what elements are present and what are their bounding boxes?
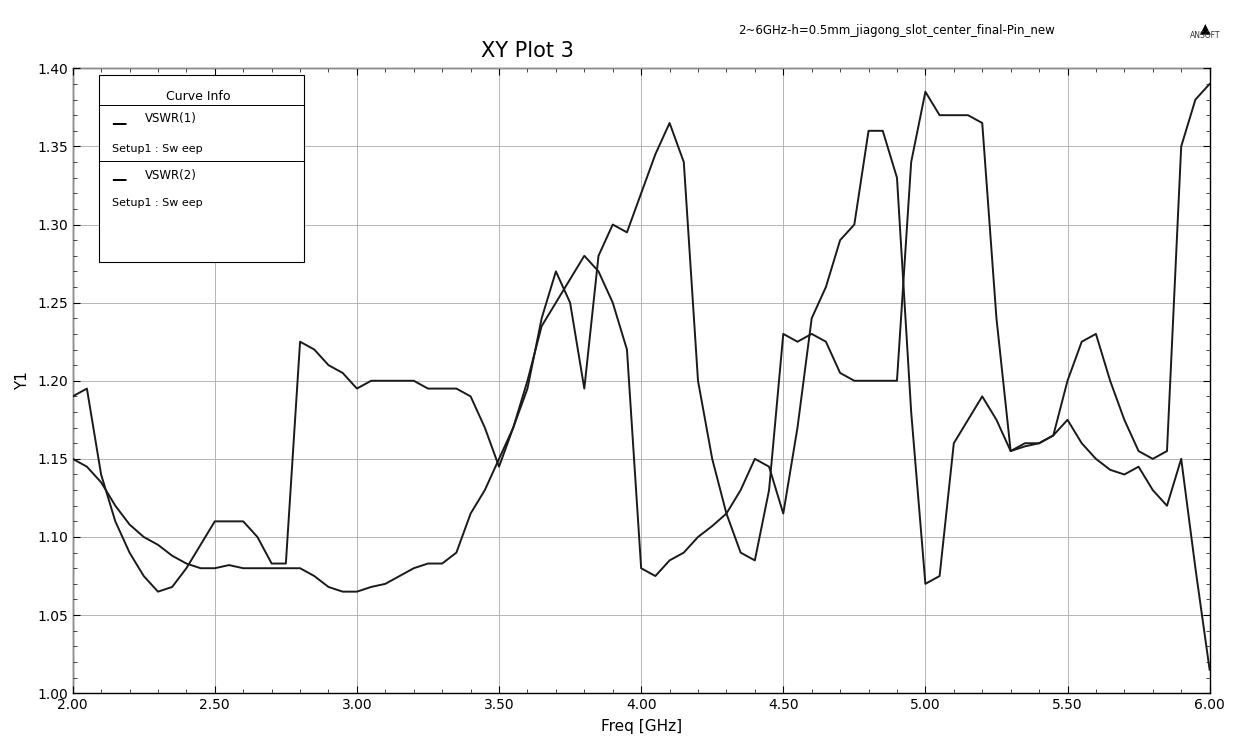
X-axis label: Freq [GHz]: Freq [GHz] xyxy=(600,719,682,734)
Text: —: — xyxy=(112,172,126,187)
Text: Setup1 : Sw eep: Setup1 : Sw eep xyxy=(112,144,202,154)
Text: ANSOFT: ANSOFT xyxy=(1190,31,1220,40)
Y-axis label: Y1: Y1 xyxy=(15,372,30,390)
Text: ▲: ▲ xyxy=(1200,21,1210,35)
Text: Curve Info: Curve Info xyxy=(166,90,231,103)
Text: VSWR(1): VSWR(1) xyxy=(145,112,197,125)
Title: XY Plot 3: XY Plot 3 xyxy=(481,41,574,61)
Text: —: — xyxy=(112,116,126,131)
Text: Setup1 : Sw eep: Setup1 : Sw eep xyxy=(112,198,202,208)
Text: 2~6GHz-h=0.5mm_jiagong_slot_center_final-Pin_new: 2~6GHz-h=0.5mm_jiagong_slot_center_final… xyxy=(738,24,1054,37)
Text: VSWR(2): VSWR(2) xyxy=(145,169,197,181)
